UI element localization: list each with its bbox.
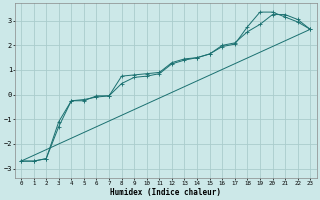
X-axis label: Humidex (Indice chaleur): Humidex (Indice chaleur): [110, 188, 221, 197]
